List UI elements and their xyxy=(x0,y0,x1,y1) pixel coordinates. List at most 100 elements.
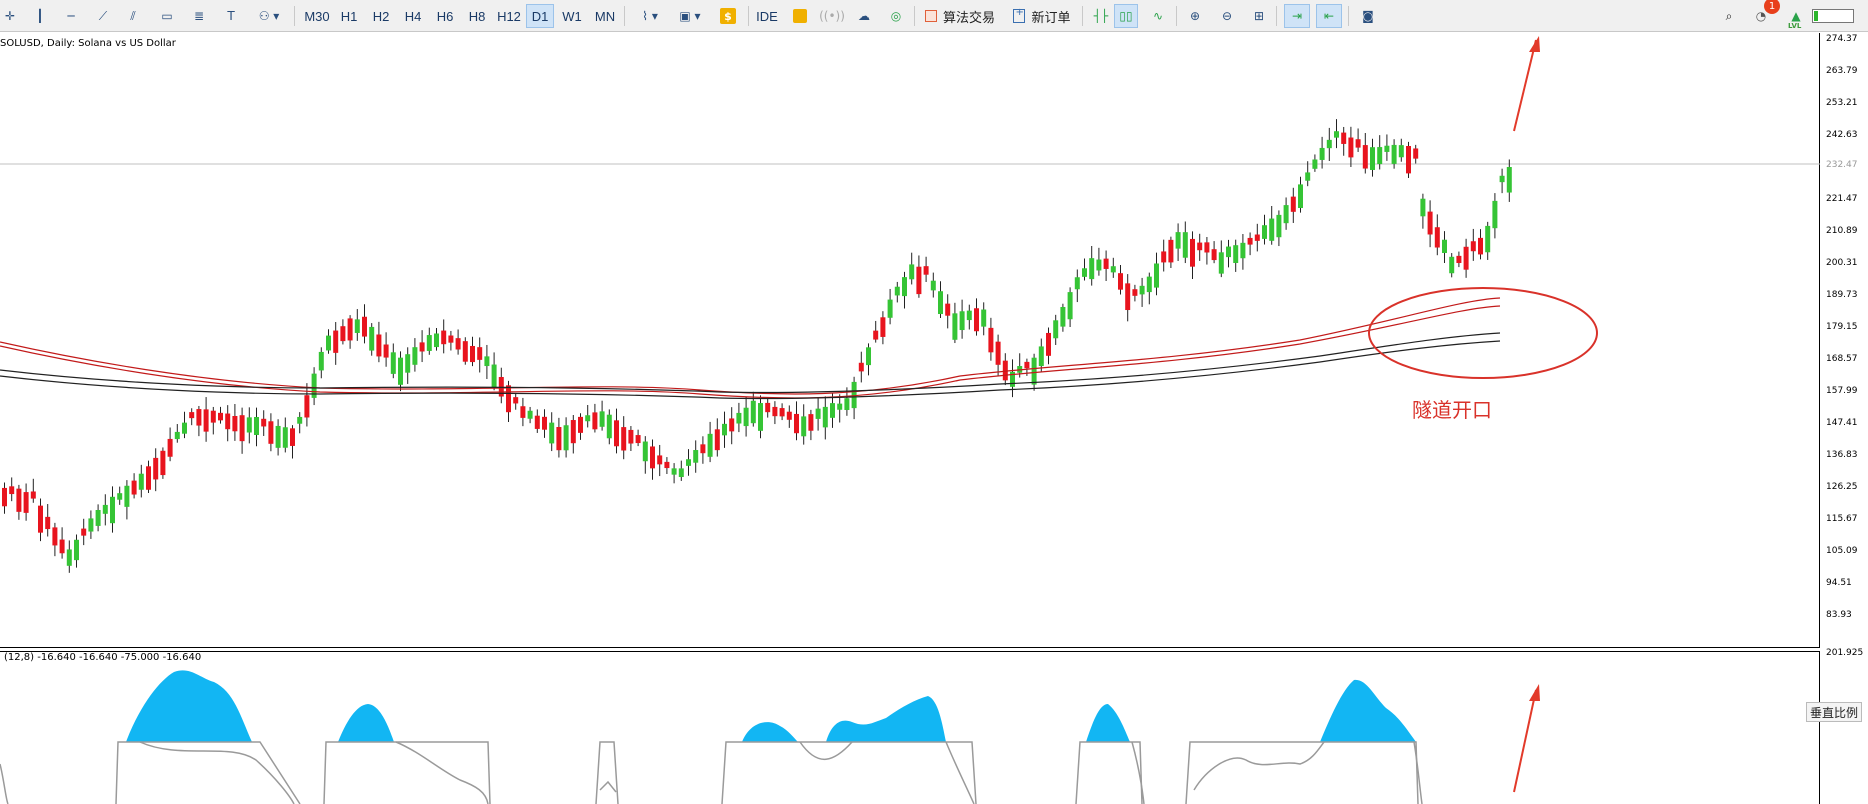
new-order-button[interactable]: 新订单 xyxy=(1006,4,1078,28)
zoom-in-icon[interactable]: ⊕ xyxy=(1189,9,1201,23)
text-icon[interactable]: T xyxy=(227,9,235,23)
candle-body xyxy=(1226,246,1231,258)
candle-body xyxy=(693,450,699,463)
timeframe-h4[interactable]: H4 xyxy=(404,8,422,24)
candle-body xyxy=(52,527,58,546)
timeframe-h6[interactable]: H6 xyxy=(436,8,454,24)
candle-body xyxy=(153,457,159,480)
candle-body xyxy=(455,338,461,350)
price-tick: 136.83 xyxy=(1826,450,1858,460)
candle-body xyxy=(736,412,742,424)
signals-icon[interactable]: ((•)) xyxy=(819,9,845,23)
candle-body xyxy=(66,549,72,566)
candle-body xyxy=(628,429,634,444)
candle-body xyxy=(1132,289,1138,296)
channel-icon[interactable]: ⫽ xyxy=(130,8,136,23)
fibonacci-icon[interactable]: ≣ xyxy=(193,9,205,23)
horizontal-line-icon[interactable]: ─ xyxy=(67,9,75,23)
shapes-dropdown-icon[interactable]: ⚇ ▾ xyxy=(258,9,280,23)
candle-body xyxy=(801,416,807,437)
candle-body xyxy=(858,362,864,372)
market-icon[interactable] xyxy=(788,4,812,28)
vertical-line-icon[interactable]: ┃ xyxy=(36,9,44,23)
timeframe-h12[interactable]: H12 xyxy=(497,8,521,24)
notifications-icon[interactable]: ◔ 1 xyxy=(1750,0,1780,28)
vps-icon[interactable]: ◎ xyxy=(890,9,902,23)
timeframe-h2[interactable]: H2 xyxy=(372,8,390,24)
indicator-pane[interactable] xyxy=(0,651,1820,804)
candle-body xyxy=(765,402,771,413)
autoscroll-icon[interactable]: ⇥ xyxy=(1284,4,1310,28)
candle-body xyxy=(412,347,418,365)
level-icon[interactable]: ▲ xyxy=(1791,9,1801,23)
price-tick: 168.57 xyxy=(1826,354,1858,364)
cloud-icon[interactable]: ☁ xyxy=(858,9,870,23)
candle-body xyxy=(254,417,259,435)
trendline-icon[interactable]: ⟋ xyxy=(98,8,108,23)
candle-body xyxy=(362,316,367,337)
candle-body xyxy=(1406,146,1411,174)
candle-body xyxy=(1110,266,1116,273)
candle-body xyxy=(1247,237,1253,245)
candle-body xyxy=(606,414,612,439)
price-tick: 179.15 xyxy=(1826,322,1858,332)
zoom-out-icon[interactable]: ⊖ xyxy=(1221,9,1233,23)
dollar-icon[interactable]: $ xyxy=(716,4,740,28)
vertical-scale-button[interactable]: 垂直比例 xyxy=(1806,702,1862,722)
candle-body xyxy=(599,411,605,427)
candle-body xyxy=(1290,196,1296,212)
timeframe-h1[interactable]: H1 xyxy=(340,8,358,24)
cursor-icon[interactable]: ✛ xyxy=(4,9,16,23)
ide-button[interactable]: IDE xyxy=(756,8,778,24)
indicators-dropdown-icon[interactable]: ⌇ ▾ xyxy=(642,9,658,23)
candle-body xyxy=(354,319,360,333)
candle-body xyxy=(1456,255,1462,264)
candlestick-icon[interactable]: ▯▯ xyxy=(1114,4,1138,28)
candle-body xyxy=(1240,242,1246,259)
candle-body xyxy=(1010,371,1015,387)
candle-body xyxy=(1262,225,1267,239)
candle-body xyxy=(563,425,569,451)
ma-red-fast xyxy=(0,297,1501,395)
candle-body xyxy=(282,427,288,448)
timeframe-h8[interactable]: H8 xyxy=(468,8,486,24)
candle-body xyxy=(1384,145,1390,152)
candle-body xyxy=(750,400,756,424)
indicator-top-value: 201.925 xyxy=(1826,648,1864,658)
templates-dropdown-icon[interactable]: ▣ ▾ xyxy=(679,9,701,23)
candle-body xyxy=(1002,360,1008,381)
candle-body xyxy=(1103,258,1109,269)
candle-body xyxy=(664,461,670,469)
algo-trading-icon xyxy=(924,10,937,22)
chart-shift-icon[interactable]: ⇤ xyxy=(1316,4,1342,28)
rectangle-icon[interactable]: ▭ xyxy=(161,9,173,23)
price-tick: 232.47 xyxy=(1826,160,1858,170)
histogram-hump xyxy=(826,696,946,742)
timeframe-d1[interactable]: D1 xyxy=(526,4,554,28)
candle-body xyxy=(110,496,115,524)
candle-body xyxy=(210,410,216,423)
bar-chart-icon[interactable]: ┤├ xyxy=(1093,9,1109,23)
candle-body xyxy=(138,473,144,490)
candle-body xyxy=(678,468,684,478)
candle-body xyxy=(513,397,519,404)
candle-body xyxy=(974,308,979,332)
candle-body xyxy=(952,313,958,340)
main-chart-pane[interactable] xyxy=(0,33,1820,648)
search-icon[interactable]: ⌕ xyxy=(1725,8,1733,23)
screenshot-icon[interactable]: ◙ xyxy=(1362,9,1374,23)
grid-icon[interactable]: ⊞ xyxy=(1253,9,1265,23)
timeframe-m30[interactable]: M30 xyxy=(304,8,330,24)
price-axis[interactable]: 274.37 263.79 253.21 242.63 232.47 221.4… xyxy=(1822,0,1868,804)
candle-body xyxy=(1276,214,1282,238)
line-chart-icon[interactable]: ∿ xyxy=(1152,9,1164,23)
candle-body xyxy=(390,352,396,374)
candle-body xyxy=(45,516,51,530)
algo-trading-button[interactable]: 算法交易 xyxy=(920,4,1000,28)
histogram xyxy=(126,670,1416,742)
candle-body xyxy=(1161,251,1167,263)
candle-body xyxy=(218,412,223,421)
timeframe-w1[interactable]: W1 xyxy=(562,8,582,24)
timeframe-mn[interactable]: MN xyxy=(594,8,616,24)
candle-body xyxy=(470,345,475,363)
